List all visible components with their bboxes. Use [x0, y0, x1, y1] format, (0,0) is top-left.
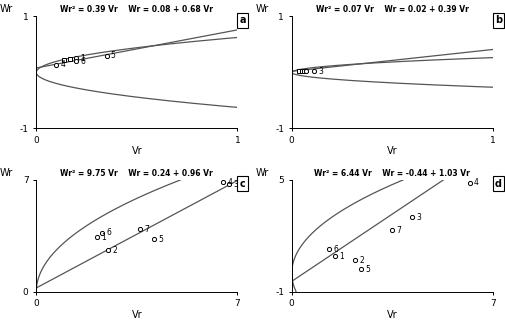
X-axis label: Vr: Vr [131, 146, 142, 156]
Text: d: d [494, 179, 501, 189]
Text: 2: 2 [112, 246, 117, 255]
Text: a: a [239, 15, 245, 25]
Text: 7: 7 [143, 225, 148, 234]
Text: Wr: Wr [0, 168, 13, 178]
Text: Wr: Wr [255, 4, 268, 14]
Text: b: b [494, 15, 501, 25]
Text: 1: 1 [338, 252, 343, 261]
Text: Wr: Wr [255, 168, 268, 178]
Text: 3: 3 [317, 67, 322, 76]
Text: 2: 2 [359, 256, 363, 265]
Text: 4: 4 [473, 179, 478, 187]
Text: 3: 3 [232, 179, 237, 189]
Title: Wr² = 9.75 Vr    Wr = 0.24 + 0.96 Vr: Wr² = 9.75 Vr Wr = 0.24 + 0.96 Vr [61, 169, 213, 178]
Text: 4: 4 [61, 60, 65, 69]
Text: 4: 4 [227, 178, 232, 187]
Title: Wr² = 0.39 Vr    Wr = 0.08 + 0.68 Vr: Wr² = 0.39 Vr Wr = 0.08 + 0.68 Vr [60, 5, 213, 14]
X-axis label: Vr: Vr [131, 310, 142, 320]
Title: Wr² = 6.44 Vr    Wr = -0.44 + 1.03 Vr: Wr² = 6.44 Vr Wr = -0.44 + 1.03 Vr [314, 169, 469, 178]
Text: 6: 6 [333, 245, 337, 254]
Text: Wr: Wr [0, 4, 13, 14]
Text: c: c [239, 179, 245, 189]
Text: 3: 3 [416, 213, 421, 222]
Text: 7: 7 [396, 226, 400, 235]
Text: 1: 1 [100, 233, 106, 242]
Text: 1: 1 [80, 54, 85, 63]
Text: 5: 5 [364, 265, 369, 274]
Text: 6: 6 [80, 57, 85, 66]
Text: 5: 5 [158, 235, 163, 244]
X-axis label: Vr: Vr [386, 146, 397, 156]
X-axis label: Vr: Vr [386, 310, 397, 320]
Text: 5: 5 [111, 52, 116, 60]
Text: 6: 6 [107, 228, 111, 237]
Title: Wr² = 0.07 Vr    Wr = 0.02 + 0.39 Vr: Wr² = 0.07 Vr Wr = 0.02 + 0.39 Vr [315, 5, 468, 14]
